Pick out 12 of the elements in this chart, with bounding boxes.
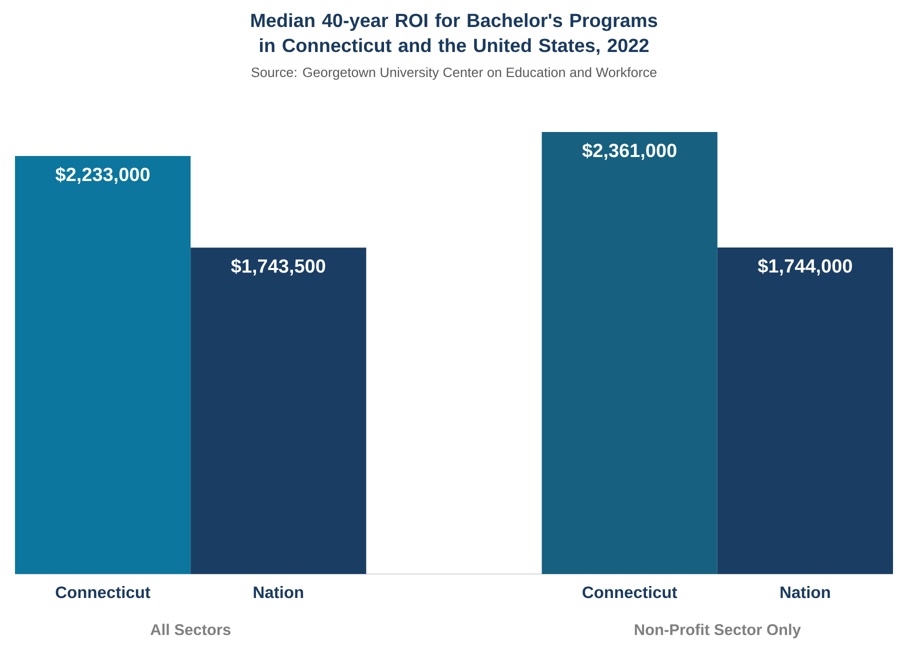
text: Non-Profit Sector Only	[634, 624, 801, 638]
x-tick-label: Connecticut	[582, 586, 678, 598]
data-label: $2,361,000	[582, 142, 676, 160]
x-tick-label: Nation	[254, 586, 304, 598]
data-label: $1,743,500	[231, 258, 326, 276]
chart-title: Median 40-year ROI for Bachelor's Programs in Connecticut and the United States, 2022	[251, 13, 658, 55]
data-label: $1,744,000	[758, 258, 852, 276]
x-tick-label: Nation	[780, 586, 830, 598]
data-label: $2,233,000	[56, 166, 150, 184]
x-tick-label: Connecticut	[56, 586, 150, 598]
text: All Sectors	[150, 624, 230, 636]
source-note: Source: Georgetown University Center on Education and Workforce	[252, 67, 656, 80]
